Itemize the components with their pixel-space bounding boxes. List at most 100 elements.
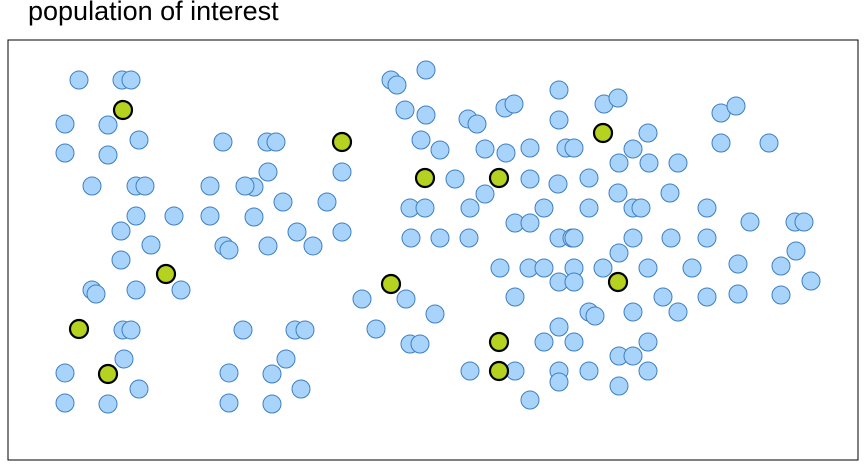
population-unit	[164, 206, 184, 226]
population-unit	[171, 280, 191, 300]
population-unit	[697, 198, 717, 218]
population-unit	[623, 346, 643, 366]
population-unit	[726, 96, 746, 116]
population-unit	[609, 153, 629, 173]
population-unit	[638, 361, 658, 381]
population-unit	[668, 153, 688, 173]
population-unit	[233, 320, 253, 340]
population-unit	[111, 250, 131, 270]
population-unit	[579, 198, 599, 218]
population-unit	[352, 289, 372, 309]
population-unit	[55, 143, 75, 163]
population-unit	[114, 349, 134, 369]
population-unit	[623, 228, 643, 248]
population-unit	[638, 123, 658, 143]
sampled-unit	[488, 360, 510, 382]
population-unit	[55, 393, 75, 413]
population-unit	[126, 280, 146, 300]
population-unit	[534, 258, 554, 278]
population-unit	[490, 258, 510, 278]
population-unit	[98, 115, 118, 135]
population-unit	[416, 105, 436, 125]
population-unit	[262, 364, 282, 384]
population-unit	[564, 272, 584, 292]
population-unit	[317, 192, 337, 212]
population-unit	[219, 363, 239, 383]
population-unit	[86, 284, 106, 304]
population-unit	[121, 320, 141, 340]
population-unit	[564, 332, 584, 352]
population-unit	[728, 254, 748, 274]
population-unit	[623, 139, 643, 159]
population-unit	[273, 192, 293, 212]
population-unit	[740, 212, 760, 232]
population-unit	[98, 145, 118, 165]
population-unit	[661, 228, 681, 248]
population-unit	[475, 184, 495, 204]
sampled-unit	[68, 318, 90, 340]
population-unit	[332, 222, 352, 242]
sampled-unit	[155, 263, 177, 285]
sampled-unit	[331, 131, 353, 153]
population-unit	[475, 139, 495, 159]
population-unit	[219, 393, 239, 413]
population-unit	[697, 287, 717, 307]
population-unit	[200, 176, 220, 196]
population-unit	[564, 138, 584, 158]
population-unit	[213, 132, 233, 152]
population-unit	[258, 236, 278, 256]
population-unit	[332, 162, 352, 182]
population-unit	[638, 258, 658, 278]
sampled-unit	[380, 273, 402, 295]
population-unit	[387, 75, 407, 95]
population-unit	[549, 80, 569, 100]
population-unit	[467, 114, 487, 134]
population-unit	[609, 376, 629, 396]
population-unit	[520, 390, 540, 410]
population-unit	[459, 228, 479, 248]
population-unit	[759, 133, 779, 153]
population-unit	[69, 70, 89, 90]
population-unit	[121, 70, 141, 90]
population-unit	[401, 228, 421, 248]
population-unit	[262, 394, 282, 414]
population-unit	[549, 110, 569, 130]
population-unit	[801, 271, 821, 291]
population-unit	[608, 88, 628, 108]
population-unit	[623, 302, 643, 322]
population-unit	[266, 132, 286, 152]
population-unit	[549, 317, 569, 337]
population-unit	[430, 228, 450, 248]
population-unit	[303, 236, 323, 256]
population-unit	[366, 319, 386, 339]
population-unit	[111, 221, 131, 241]
population-unit	[548, 174, 568, 194]
population-unit	[295, 320, 315, 340]
population-unit	[141, 235, 161, 255]
population-unit	[608, 183, 628, 203]
population-unit	[445, 169, 465, 189]
population-unit	[244, 207, 264, 227]
population-unit	[411, 130, 431, 150]
population-unit	[505, 287, 525, 307]
sampled-units-group	[68, 99, 629, 385]
sampled-unit	[592, 122, 614, 144]
population-unit	[430, 140, 450, 160]
population-unit	[55, 363, 75, 383]
population-unit	[129, 130, 149, 150]
population-unit	[711, 133, 731, 153]
sampled-unit	[488, 331, 510, 353]
population-unit	[460, 198, 480, 218]
population-unit	[653, 287, 673, 307]
population-unit	[609, 243, 629, 263]
population-unit	[520, 213, 540, 233]
population-unit	[771, 256, 791, 276]
population-unit	[416, 60, 436, 80]
population-unit	[786, 241, 806, 261]
population-unit	[534, 332, 554, 352]
population-unit	[579, 168, 599, 188]
population-unit	[520, 169, 540, 189]
population-unit	[631, 198, 651, 218]
population-unit	[549, 372, 569, 392]
